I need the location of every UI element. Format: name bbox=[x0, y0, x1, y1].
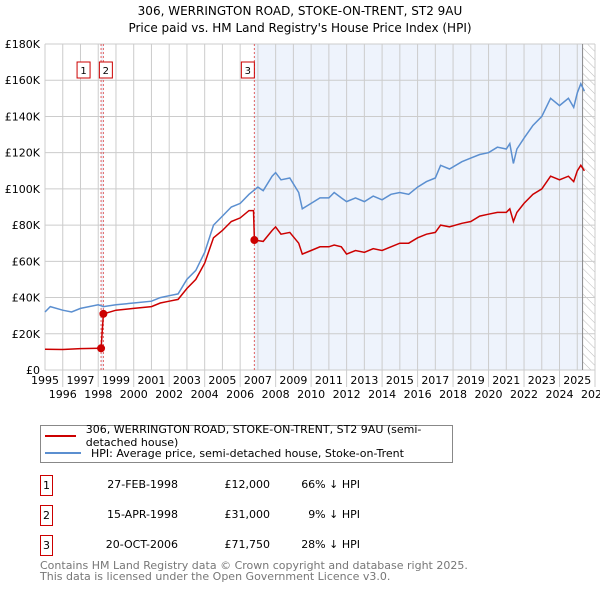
sale-date: 27-FEB-1998 bbox=[107, 478, 178, 491]
x-tick-label: 1996 bbox=[49, 388, 77, 401]
y-tick-label: £140K bbox=[5, 110, 41, 123]
y-tick-label: £80K bbox=[12, 219, 41, 232]
x-tick-label: 2020 bbox=[475, 388, 503, 401]
sale-date: 20-OCT-2006 bbox=[105, 538, 178, 551]
x-tick-label: 2005 bbox=[208, 374, 236, 387]
x-tick-label: 2003 bbox=[173, 374, 201, 387]
y-tick-label: £160K bbox=[5, 74, 41, 87]
x-tick-label: 2026 bbox=[581, 388, 600, 401]
table-row: 2 15-APR-1998 £31,000 9% ↓ HPI bbox=[40, 505, 440, 527]
chart-title: 306, WERRINGTON ROAD, STOKE-ON-TRENT, ST… bbox=[137, 4, 463, 18]
table-row: 3 20-OCT-2006 £71,750 28% ↓ HPI bbox=[40, 535, 440, 557]
y-tick-label: £100K bbox=[5, 183, 41, 196]
table-row: 1 27-FEB-1998 £12,000 66% ↓ HPI bbox=[40, 475, 440, 497]
sale-hpi-diff: 66% ↓ HPI bbox=[301, 478, 360, 491]
x-tick-label: 2017 bbox=[421, 374, 449, 387]
legend-swatch-property bbox=[45, 435, 76, 437]
x-tick-label: 1995 bbox=[31, 374, 59, 387]
sale-label-text: 3 bbox=[245, 66, 251, 77]
sale-label-text: 1 bbox=[80, 66, 86, 77]
post-sale-shading bbox=[254, 44, 583, 370]
legend: 306, WERRINGTON ROAD, STOKE-ON-TRENT, ST… bbox=[40, 423, 453, 463]
sale-price: £12,000 bbox=[224, 478, 271, 491]
x-tick-label: 2024 bbox=[546, 388, 574, 401]
x-tick-label: 2000 bbox=[120, 388, 148, 401]
sale-label-rect bbox=[240, 61, 255, 79]
sale-marker-label: 2 bbox=[40, 505, 53, 526]
sale-point bbox=[250, 236, 259, 245]
sale-label-text: 2 bbox=[103, 66, 109, 77]
x-tick-label: 1998 bbox=[84, 388, 112, 401]
x-tick-label: 2015 bbox=[386, 374, 414, 387]
series-line-hpi bbox=[44, 81, 586, 313]
sale-label-rect bbox=[98, 61, 113, 79]
x-tick-label: 2012 bbox=[333, 388, 361, 401]
legend-item-hpi: HPI: Average price, semi-detached house,… bbox=[41, 445, 404, 461]
sale-label-box: 2 bbox=[98, 61, 113, 79]
x-tick-label: 2016 bbox=[404, 388, 432, 401]
x-tick-label: 2006 bbox=[226, 388, 254, 401]
sale-label-rect bbox=[76, 61, 91, 79]
sale-point bbox=[97, 344, 106, 353]
x-tick-label: 2004 bbox=[191, 388, 219, 401]
sale-hpi-diff: 9% ↓ HPI bbox=[308, 508, 360, 521]
price-chart: 1995199619971998199920002001200220032004… bbox=[5, 38, 600, 401]
sale-date: 15-APR-1998 bbox=[106, 508, 178, 521]
sale-shading bbox=[101, 44, 104, 370]
x-tick-label: 2011 bbox=[315, 374, 343, 387]
sale-marker-label: 1 bbox=[40, 475, 53, 496]
footer-licence: This data is licensed under the Open Gov… bbox=[40, 570, 391, 583]
x-tick-label: 2023 bbox=[528, 374, 556, 387]
sale-point bbox=[99, 309, 108, 318]
x-tick-label: 2007 bbox=[244, 374, 272, 387]
x-tick-label: 2019 bbox=[457, 374, 485, 387]
x-tick-label: 2021 bbox=[492, 374, 520, 387]
y-tick-label: £40K bbox=[12, 292, 41, 305]
y-tick-label: £60K bbox=[12, 255, 41, 268]
footer-copyright: Contains HM Land Registry data © Crown c… bbox=[40, 559, 468, 572]
series-line-property bbox=[44, 163, 586, 351]
sale-price: £31,000 bbox=[224, 508, 271, 521]
y-tick-label: £20K bbox=[12, 328, 41, 341]
x-tick-label: 2025 bbox=[563, 374, 591, 387]
sale-hpi-diff: 28% ↓ HPI bbox=[301, 538, 360, 551]
forecast-hatch bbox=[582, 44, 595, 370]
x-tick-label: 1999 bbox=[102, 374, 130, 387]
legend-swatch-hpi bbox=[45, 452, 81, 454]
sale-label-box: 3 bbox=[240, 61, 255, 79]
x-tick-label: 2009 bbox=[279, 374, 307, 387]
chart-subtitle: Price paid vs. HM Land Registry's House … bbox=[128, 21, 472, 35]
x-tick-label: 2008 bbox=[262, 388, 290, 401]
x-tick-label: 2010 bbox=[297, 388, 325, 401]
x-tick-label: 1997 bbox=[66, 374, 94, 387]
y-tick-label: £180K bbox=[5, 38, 41, 51]
x-tick-label: 2001 bbox=[137, 374, 165, 387]
sale-price: £71,750 bbox=[224, 538, 271, 551]
x-tick-label: 2022 bbox=[510, 388, 538, 401]
y-tick-label: £120K bbox=[5, 147, 41, 160]
y-tick-label: £0 bbox=[26, 364, 40, 377]
legend-label-hpi: HPI: Average price, semi-detached house,… bbox=[91, 446, 404, 460]
x-tick-label: 2002 bbox=[155, 388, 183, 401]
legend-label-property: 306, WERRINGTON ROAD, STOKE-ON-TRENT, ST… bbox=[85, 423, 422, 449]
legend-item-property: 306, WERRINGTON ROAD, STOKE-ON-TRENT, ST… bbox=[41, 423, 452, 449]
sale-marker-label: 3 bbox=[40, 535, 53, 556]
x-tick-label: 2013 bbox=[350, 374, 378, 387]
sale-label-box: 1 bbox=[76, 61, 91, 79]
x-tick-label: 2018 bbox=[439, 388, 467, 401]
x-tick-label: 2014 bbox=[368, 388, 396, 401]
